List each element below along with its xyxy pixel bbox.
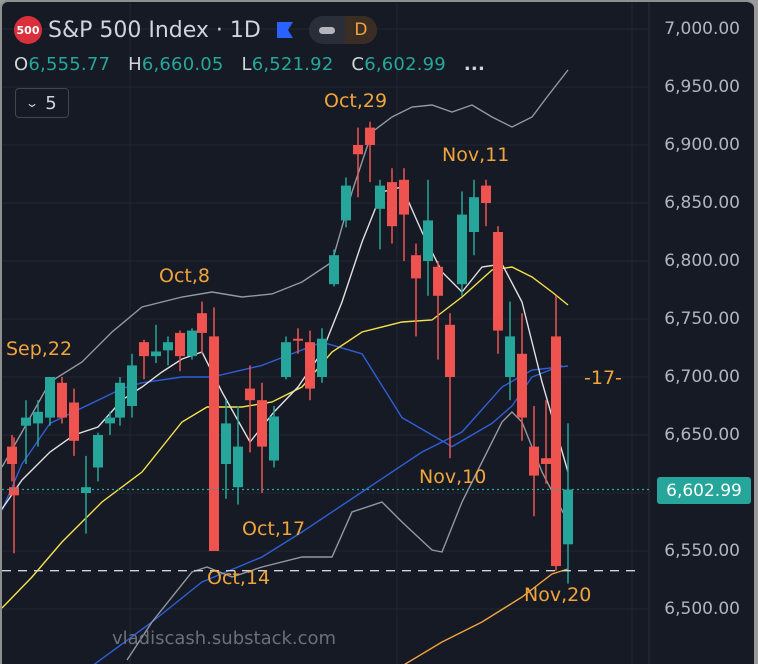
price-axis-label: 6,750.00 [664, 309, 740, 329]
candle-body [9, 487, 19, 496]
candle-body [45, 377, 55, 418]
annotation-oct29: Oct,29 [324, 90, 388, 112]
candle-body [233, 446, 243, 488]
candle-body [105, 417, 115, 424]
candle-body [529, 446, 539, 476]
candle-body [33, 411, 43, 424]
bollinger-upper-line [2, 69, 569, 468]
candle-body [293, 338, 303, 341]
symbol-header: 500 S&P 500 Index · 1D D [14, 14, 377, 46]
ohlc-values: O6,555.77 H6,660.05 L6,521.92 C6,602.99 … [14, 54, 485, 75]
candle-body [151, 351, 161, 357]
candle-body [469, 197, 479, 232]
interval-toggle[interactable]: D [308, 16, 377, 44]
candle-body [209, 336, 219, 551]
candle-body [21, 417, 31, 426]
candle-body [329, 255, 339, 285]
open-label: O [14, 54, 29, 75]
candle-body [245, 388, 255, 401]
price-axis-label: 6,650.00 [664, 425, 740, 445]
candle-body [57, 382, 67, 418]
candle-body [433, 266, 443, 296]
candle-body [375, 185, 385, 209]
candle-body [387, 182, 397, 227]
annotation-nov10: Nov,10 [419, 466, 487, 488]
candle-body [269, 416, 279, 461]
indicators-toggle-button[interactable]: ⌄ 5 [15, 88, 69, 118]
annotation-nov11: Nov,11 [442, 144, 510, 166]
candle-body [541, 458, 551, 464]
low-label: L [241, 54, 252, 75]
indicators-count: 5 [45, 92, 57, 114]
symbol-logo-icon: 500 [14, 16, 42, 44]
minimize-icon[interactable] [309, 26, 345, 34]
candle-body [505, 336, 515, 377]
ma-blue-line [93, 365, 569, 664]
candle-body [493, 232, 503, 331]
candle-body [187, 330, 197, 357]
close-label: C [351, 54, 365, 75]
price-axis-label: 7,000.00 [664, 19, 740, 39]
candle-body [341, 185, 351, 221]
price-axis-label: 6,850.00 [664, 193, 740, 213]
candle-body [93, 435, 103, 468]
open-value: 6,555.77 [28, 54, 111, 75]
price-axis-label: 6,800.00 [664, 251, 740, 271]
candle-body [139, 342, 149, 357]
candle-body [175, 332, 185, 357]
candle-body [305, 342, 315, 389]
symbol-title[interactable]: S&P 500 Index · 1D [48, 17, 261, 43]
ma-orange-line [403, 568, 569, 664]
interval-d-button[interactable]: D [344, 16, 377, 44]
candle-body [399, 179, 409, 215]
price-axis-label: 6,900.00 [664, 135, 740, 155]
price-axis-label: 6,500.00 [664, 599, 740, 619]
candle-body [445, 324, 455, 377]
watermark: vladiscash.substack.com [112, 628, 337, 649]
annotation-oct14: Oct,14 [207, 567, 271, 589]
candle-body [551, 336, 561, 567]
annotation-oct8: Oct,8 [159, 265, 210, 287]
candle-body [457, 214, 467, 285]
candle-body [197, 313, 207, 333]
candle-body [257, 400, 267, 447]
flag-icon[interactable] [275, 21, 295, 39]
chevron-down-icon: ⌄ [25, 96, 40, 110]
candle-body [69, 402, 79, 441]
high-label: H [128, 54, 142, 75]
candle-body [365, 127, 375, 145]
candle-body [481, 185, 491, 203]
candle-body [115, 382, 125, 418]
price-axis-label: 6,950.00 [664, 77, 740, 97]
last-price-badge: 6,602.99 [657, 477, 751, 504]
candle-body [317, 338, 327, 377]
candle-body [517, 353, 527, 418]
candle-body [423, 220, 433, 261]
more-values-button[interactable]: ... [463, 54, 486, 75]
candle-body [81, 487, 91, 493]
candle-body [163, 342, 173, 351]
bollinger-lower-line [126, 411, 569, 661]
price-axis-label: 6,700.00 [664, 367, 740, 387]
annotation-nov20: Nov,20 [524, 584, 592, 606]
candle-body [281, 342, 291, 377]
candle-body [411, 255, 421, 279]
price-axis-label: 6,550.00 [664, 541, 740, 561]
candle-body [353, 145, 363, 155]
candle-body [7, 446, 17, 464]
candle-body [221, 423, 231, 464]
annotation-oct17: Oct,17 [242, 518, 306, 540]
ma-yellow-line [2, 266, 569, 609]
annotation-count-17: -17- [584, 367, 622, 389]
candle-body [563, 489, 573, 545]
candle-body [127, 365, 137, 406]
annotation-sep22: Sep,22 [6, 338, 73, 360]
low-value: 6,521.92 [251, 54, 334, 75]
close-value: 6,602.99 [364, 54, 446, 75]
high-value: 6,660.05 [141, 54, 224, 75]
